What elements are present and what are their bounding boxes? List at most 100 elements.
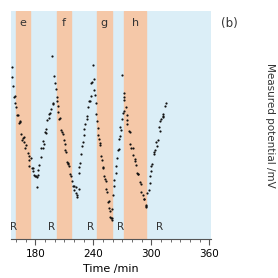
Text: R: R xyxy=(11,222,18,232)
Point xyxy=(94,119,99,123)
Point xyxy=(66,162,70,166)
Point xyxy=(48,110,52,115)
Point xyxy=(128,142,132,147)
Point xyxy=(59,128,63,132)
Point xyxy=(22,139,26,144)
Point xyxy=(82,126,86,131)
Point xyxy=(112,178,116,182)
Point xyxy=(88,99,92,103)
Point xyxy=(122,95,126,99)
Point xyxy=(72,184,77,189)
Point xyxy=(139,190,144,194)
Text: f: f xyxy=(62,18,66,28)
Point xyxy=(120,117,124,121)
Point xyxy=(97,137,101,141)
Point xyxy=(98,141,102,145)
Point xyxy=(151,152,156,156)
Point xyxy=(57,117,62,121)
Point xyxy=(61,137,66,142)
Point xyxy=(142,197,147,201)
Point xyxy=(77,165,82,169)
Point xyxy=(131,146,135,151)
Point xyxy=(86,105,90,109)
Point xyxy=(35,175,39,180)
Point xyxy=(148,180,152,185)
Point xyxy=(96,126,100,130)
Point xyxy=(163,104,167,108)
Point xyxy=(103,177,107,182)
Point xyxy=(90,80,94,85)
Point xyxy=(110,217,114,222)
Point xyxy=(104,187,109,192)
Point xyxy=(58,116,62,120)
Point xyxy=(56,110,60,115)
Point xyxy=(125,118,129,122)
Bar xyxy=(16,11,31,239)
Point xyxy=(102,174,106,178)
Point xyxy=(63,148,67,152)
Point xyxy=(33,173,37,178)
Point xyxy=(75,193,80,198)
Point xyxy=(135,171,139,175)
Point xyxy=(44,126,49,131)
Point xyxy=(129,146,133,150)
Point xyxy=(154,140,158,145)
Point xyxy=(37,162,42,167)
Point xyxy=(144,202,148,207)
Point xyxy=(94,111,98,116)
Point xyxy=(150,161,155,166)
Point xyxy=(40,145,45,150)
Point xyxy=(63,142,67,146)
Point xyxy=(115,147,120,152)
Point xyxy=(118,125,122,129)
Point xyxy=(11,95,16,99)
Point xyxy=(32,173,36,177)
Point xyxy=(17,121,21,125)
Point xyxy=(107,206,111,210)
Point xyxy=(85,117,90,121)
Point xyxy=(143,204,148,209)
Point xyxy=(50,101,55,105)
Point xyxy=(30,166,34,170)
Text: R: R xyxy=(48,222,55,232)
Point xyxy=(89,94,93,98)
Point xyxy=(120,73,125,77)
Point xyxy=(21,135,26,139)
Text: e: e xyxy=(20,18,27,28)
Point xyxy=(148,169,153,173)
Point xyxy=(99,154,103,158)
Point xyxy=(77,171,81,175)
Point xyxy=(18,120,23,125)
Point xyxy=(9,65,14,69)
Text: Measured potential /mV: Measured potential /mV xyxy=(265,63,275,187)
Point xyxy=(131,153,135,157)
Point xyxy=(91,88,96,92)
Point xyxy=(66,161,70,165)
Point xyxy=(60,129,64,134)
Point xyxy=(50,53,55,58)
Point xyxy=(152,150,156,154)
Point xyxy=(103,178,108,183)
Point xyxy=(83,121,88,126)
Point xyxy=(108,208,112,213)
Point xyxy=(14,105,19,110)
Point xyxy=(71,188,76,192)
Point xyxy=(112,184,116,188)
Point xyxy=(109,215,113,220)
Point xyxy=(115,156,119,160)
Point xyxy=(23,146,27,150)
Point xyxy=(10,84,15,88)
Point xyxy=(156,138,160,142)
Point xyxy=(31,169,36,173)
Point xyxy=(24,143,28,147)
Point xyxy=(123,105,128,109)
Point xyxy=(16,113,20,117)
Point xyxy=(142,197,146,201)
Text: h: h xyxy=(132,18,139,28)
Point xyxy=(54,99,59,103)
Point xyxy=(13,100,18,105)
Point xyxy=(27,163,32,168)
Point xyxy=(82,132,86,137)
Point xyxy=(91,63,95,68)
Text: g: g xyxy=(101,18,108,28)
